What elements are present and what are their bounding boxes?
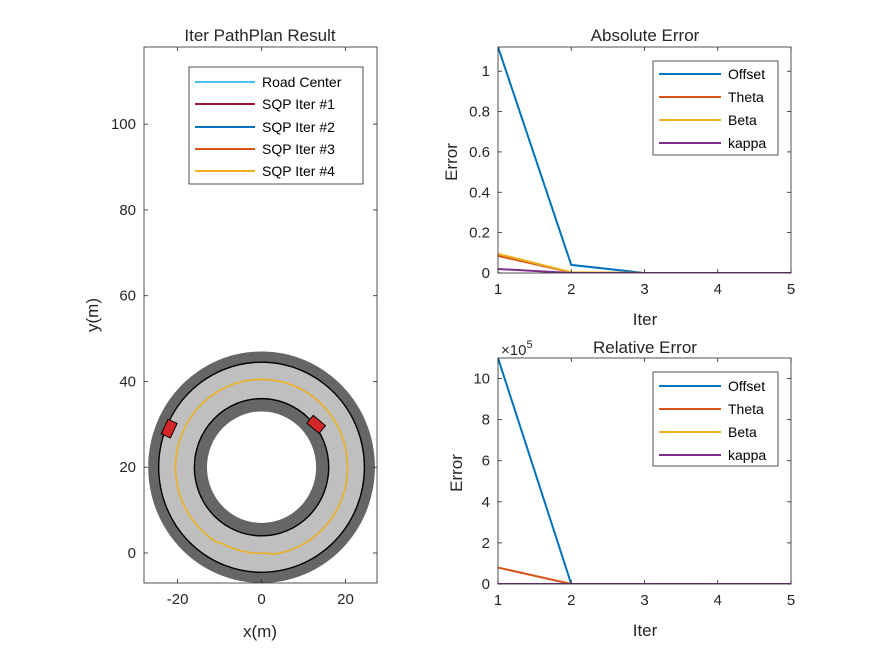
abs-ytick-label: 0.4 — [469, 184, 490, 201]
rel-xtick-label: 5 — [787, 592, 795, 609]
pathplan-ytick-label: 40 — [119, 373, 136, 390]
pathplan-legend-box — [188, 66, 364, 185]
relative-error-series — [498, 358, 791, 584]
absolute-error-legend-box — [652, 60, 779, 156]
abs-xtick-label: 5 — [787, 281, 795, 298]
relative-error-legend-box — [652, 371, 779, 467]
rel-ytick-label: 6 — [482, 453, 490, 470]
legend-label-sqp-iter2: SQP Iter #2 — [262, 119, 335, 135]
legend-label-road-center: Road Center — [262, 74, 342, 90]
rel-line-theta — [498, 566, 791, 584]
abs-line-beta — [498, 252, 791, 273]
relative-error-title: Relative Error — [593, 338, 697, 357]
relative-error-legend: Offset Theta Beta kappa — [652, 371, 779, 467]
absolute-error-ticks: 1 2 3 4 5 0 0.2 0.4 0.6 0.8 1 — [469, 47, 795, 298]
abs-legend-label-kappa: kappa — [728, 135, 766, 151]
pathplan-xtick-label: 20 — [337, 591, 354, 608]
abs-line-kappa — [498, 267, 791, 273]
pathplan-ytick-label: 80 — [119, 202, 136, 219]
pathplan-axes-box — [143, 46, 378, 584]
abs-ytick-label: 0.6 — [469, 144, 490, 161]
abs-ytick-label: 0.8 — [469, 104, 490, 121]
absolute-error-title: Absolute Error — [591, 26, 700, 45]
absolute-error-legend: Offset Theta Beta kappa — [652, 60, 779, 156]
pathplan-legend: Road Center SQP Iter #1 SQP Iter #2 SQP … — [188, 66, 364, 185]
rel-xtick-label: 2 — [567, 592, 575, 609]
pathplan-title: Iter PathPlan Result — [184, 26, 335, 45]
absolute-error-panel: 1 2 3 4 500.20.40.60.81 Absolute Error Iter … — [442, 26, 795, 329]
abs-xtick-label: 1 — [494, 281, 502, 298]
abs-legend-label-theta: Theta — [728, 89, 764, 105]
absolute-error-xlabel: Iter — [633, 310, 658, 329]
rel-xtick-label: 4 — [714, 592, 722, 609]
pathplan-xlabel: x(m) — [243, 622, 277, 641]
rel-legend-label-offset: Offset — [728, 378, 765, 394]
relative-error-ticks: 1 2 3 4 5 0 2 4 6 8 10 — [473, 358, 795, 609]
pathplan-ytick-label: 20 — [119, 459, 136, 476]
relative-error-exponent-power: 5 — [526, 339, 532, 351]
abs-ytick-label: 1 — [482, 63, 490, 80]
relative-error-ylabel: Error — [447, 454, 466, 492]
rel-legend-label-kappa: kappa — [728, 447, 766, 463]
rel-ytick-label: 10 — [473, 371, 490, 388]
ring-track — [148, 351, 375, 583]
pathplan-ylabel: y(m) — [83, 298, 102, 332]
abs-legend-label-offset: Offset — [728, 66, 765, 82]
relative-error-exponent-base: ×10 — [501, 342, 526, 359]
rel-ytick-label: 8 — [482, 412, 490, 429]
rel-xtick-label: 3 — [640, 592, 648, 609]
infield — [206, 411, 317, 523]
rel-legend-label-beta: Beta — [728, 424, 757, 440]
abs-line-offset — [498, 47, 791, 273]
absolute-error-ylabel: Error — [442, 143, 461, 181]
abs-xtick-label: 4 — [714, 281, 722, 298]
rel-ytick-label: 4 — [482, 494, 490, 511]
rel-line-offset — [498, 358, 791, 584]
rel-ytick-label: 2 — [482, 535, 490, 552]
pathplan-xtick-label: -20 — [167, 591, 189, 608]
absolute-error-series — [498, 47, 791, 273]
legend-label-sqp-iter1: SQP Iter #1 — [262, 96, 335, 112]
pathplan-ytick-label: 60 — [119, 288, 136, 305]
abs-xtick-label: 2 — [567, 281, 575, 298]
rel-ytick-label: 0 — [482, 576, 490, 593]
pathplan-ytick-label: 0 — [128, 545, 136, 562]
abs-ytick-label: 0.2 — [469, 225, 490, 242]
relative-error-panel: 1 2 3 4 5 0 2 4 6 8 10 Relative Error Iter Error ×… — [447, 338, 795, 640]
relative-error-xlabel: Iter — [633, 621, 658, 640]
legend-label-sqp-iter4: SQP Iter #4 — [262, 163, 335, 179]
abs-ytick-label: 0 — [482, 265, 490, 282]
planned-path-line — [174, 378, 349, 556]
rel-xtick-label: 1 — [494, 592, 502, 609]
pathplan-xtick-label: 0 — [257, 591, 265, 608]
pathplan-ytick-label: 100 — [111, 116, 136, 133]
pathplan-ticks: -20 0 20 0 20 40 60 80 100 — [111, 47, 377, 608]
vehicle-1 — [160, 418, 178, 439]
relative-error-exponent: ×105 — [501, 339, 533, 359]
abs-legend-label-beta: Beta — [728, 112, 757, 128]
rel-legend-label-theta: Theta — [728, 401, 764, 417]
vehicle-2 — [306, 414, 327, 435]
legend-label-sqp-iter3: SQP Iter #3 — [262, 141, 335, 157]
abs-xtick-label: 3 — [640, 281, 648, 298]
